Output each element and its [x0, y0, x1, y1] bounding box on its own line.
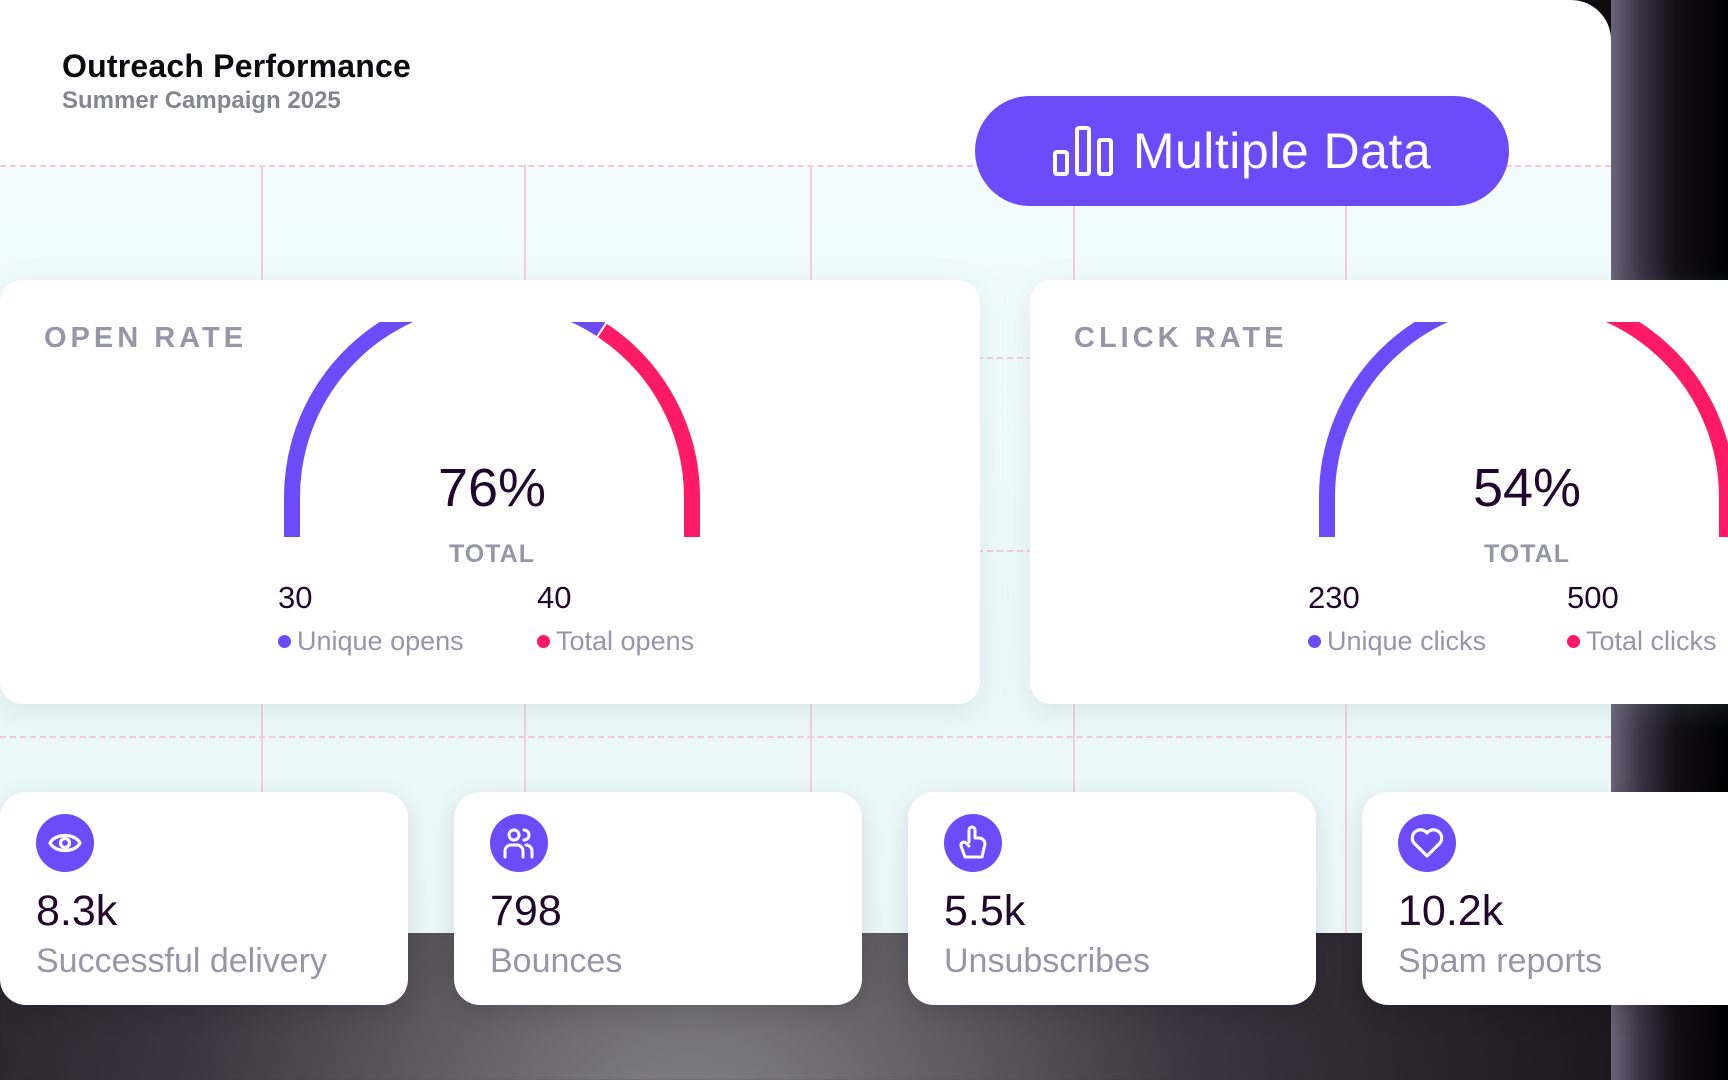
users-icon	[490, 814, 548, 872]
stat-label: Bounces	[490, 942, 623, 980]
click-rate-gauge: 54% TOTAL	[1312, 289, 1728, 568]
eye-icon	[36, 814, 94, 872]
stat-value: 10.2k	[1398, 887, 1504, 935]
grid-line	[0, 736, 1611, 738]
legend-dot-icon	[1308, 635, 1321, 648]
stat-card-successful-delivery: 8.3k Successful delivery	[0, 792, 408, 1005]
grid-line	[0, 165, 1611, 167]
stat-value: 8.3k	[36, 887, 118, 935]
legend-label: Total clicks	[1586, 626, 1717, 656]
pointer-hand-icon	[944, 814, 1002, 872]
legend-item-total-opens: 40 Total opens	[537, 580, 694, 657]
stat-card-bounces: 798 Bounces	[454, 792, 862, 1005]
click-rate-caption: TOTAL	[1483, 540, 1570, 568]
legend-label: Unique clicks	[1327, 626, 1487, 656]
legend-dot-icon	[1567, 635, 1580, 648]
heart-icon	[1398, 814, 1456, 872]
multiple-data-button[interactable]: Multiple Data	[975, 96, 1509, 206]
open-rate-title: OPEN RATE	[44, 322, 248, 354]
click-rate-title: CLICK RATE	[1074, 322, 1288, 354]
open-rate-card: OPEN RATE 76% TOTAL 30 Unique opens 40 T…	[0, 280, 980, 704]
click-rate-value: 54%	[1472, 458, 1582, 518]
legend-dot-icon	[278, 635, 291, 648]
stat-value: 5.5k	[944, 887, 1026, 935]
open-rate-caption: TOTAL	[448, 540, 535, 568]
legend-value: 40	[537, 580, 572, 615]
legend-item-unique-clicks: 230 Unique clicks	[1308, 580, 1486, 657]
legend-value: 30	[278, 580, 313, 615]
multiple-data-label: Multiple Data	[1132, 123, 1432, 179]
open-rate-gauge: 76% TOTAL	[277, 289, 707, 568]
legend-item-unique-opens: 30 Unique opens	[278, 580, 464, 657]
legend-label: Total opens	[556, 626, 695, 656]
stat-value: 798	[490, 887, 562, 935]
stat-card-spam-reports: 10.2k Spam reports	[1362, 792, 1728, 1005]
legend-value: 230	[1308, 580, 1360, 615]
click-rate-card: CLICK RATE 54% TOTAL 230 Unique clicks 5…	[1030, 280, 1728, 704]
legend-item-total-clicks: 500 Total clicks	[1567, 580, 1717, 657]
legend-dot-icon	[537, 635, 550, 648]
page-subtitle: Summer Campaign 2025	[62, 87, 341, 114]
legend-value: 500	[1567, 580, 1619, 615]
stat-label: Spam reports	[1398, 942, 1603, 980]
stat-card-unsubscribes: 5.5k Unsubscribes	[908, 792, 1316, 1005]
stat-label: Unsubscribes	[944, 942, 1150, 980]
legend-label: Unique opens	[297, 626, 464, 656]
bar-chart-icon	[1052, 124, 1115, 178]
open-rate-value: 76%	[437, 458, 547, 518]
page-header: Outreach Performance Summer Campaign 202…	[62, 48, 411, 115]
stat-label: Successful delivery	[36, 942, 328, 980]
page-title: Outreach Performance	[62, 48, 412, 84]
